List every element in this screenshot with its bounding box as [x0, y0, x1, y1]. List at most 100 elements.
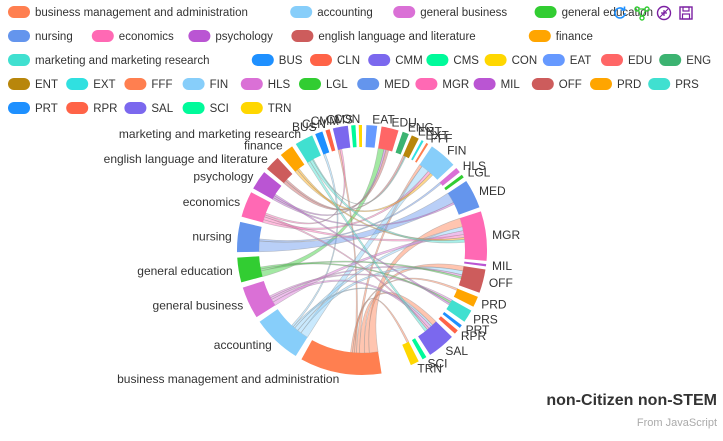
- legend-item-fin[interactable]: FIN: [182, 78, 229, 91]
- arc-cln[interactable]: [325, 129, 336, 152]
- arc-sal[interactable]: [418, 321, 452, 355]
- arc-business-management-and-administration[interactable]: [301, 340, 382, 375]
- legend-label: MIL: [501, 79, 521, 91]
- arc-psychology[interactable]: [253, 172, 282, 200]
- legend-swatch: [66, 102, 89, 114]
- arc-english-language-and-literature[interactable]: [266, 157, 293, 184]
- arc-trn[interactable]: [402, 341, 419, 366]
- legend-item-prs[interactable]: PRS: [648, 78, 699, 91]
- arc-rpr[interactable]: [438, 316, 458, 334]
- legend-item-accounting[interactable]: accounting: [290, 6, 373, 19]
- arc-hls[interactable]: [439, 167, 460, 186]
- legend-item-ent[interactable]: ENT: [8, 78, 58, 91]
- legend-item-sci[interactable]: SCI: [182, 102, 229, 115]
- arc-general-business[interactable]: [242, 280, 276, 318]
- legend-item-english-language-and-literature[interactable]: english language and literature: [291, 30, 476, 43]
- legend-label: marketing and marketing research: [35, 55, 210, 67]
- arc-lgl[interactable]: [444, 174, 464, 191]
- legend-swatch: [124, 102, 147, 114]
- magic-type-icon[interactable]: [655, 4, 673, 22]
- legend-item-psychology[interactable]: psychology: [188, 30, 273, 43]
- arc-fin[interactable]: [419, 146, 454, 180]
- arc-prs[interactable]: [446, 299, 472, 322]
- legend-item-general-education[interactable]: general education: [534, 6, 653, 19]
- arc-edu[interactable]: [378, 126, 399, 152]
- legend-swatch: [182, 102, 205, 114]
- legend-swatch: [393, 6, 416, 18]
- data-view-icon[interactable]: [633, 4, 651, 22]
- arc-label-marketing-and-marketing-research: marketing and marketing research: [119, 127, 301, 141]
- legend-item-mgr[interactable]: MGR: [415, 78, 469, 91]
- legend-item-business-management-and-administration[interactable]: business management and administration: [8, 6, 248, 19]
- legend-item-med[interactable]: MED: [357, 78, 410, 91]
- legend-swatch: [8, 102, 30, 114]
- arc-fff[interactable]: [415, 142, 429, 163]
- legend-item-off[interactable]: OFF: [531, 78, 582, 91]
- refresh-icon[interactable]: [611, 4, 629, 22]
- legend-swatch: [8, 54, 30, 66]
- legend-item-eat[interactable]: EAT: [542, 54, 592, 67]
- arc-ext[interactable]: [411, 140, 424, 161]
- legend-item-lgl[interactable]: LGL: [299, 78, 348, 91]
- arc-label-sal: SAL: [445, 344, 468, 358]
- arc-prt[interactable]: [442, 311, 462, 328]
- legend-item-rpr[interactable]: RPR: [66, 102, 117, 115]
- ribbon-english-language-and-literature-ent[interactable]: [285, 155, 406, 211]
- arc-label-english-language-and-literature: english language and literature: [104, 152, 268, 166]
- arc-economics[interactable]: [241, 192, 271, 223]
- arc-prd[interactable]: [453, 288, 478, 307]
- legend-label: LGL: [326, 79, 348, 91]
- legend-item-cms[interactable]: CMS: [426, 54, 479, 67]
- arc-sci[interactable]: [411, 338, 427, 360]
- arc-label-ext: EXT: [426, 128, 450, 142]
- arc-mgr[interactable]: [459, 211, 487, 261]
- arc-label-eat: EAT: [372, 112, 395, 126]
- legend-label: HLS: [268, 79, 291, 91]
- legend-item-prt[interactable]: PRT: [8, 102, 58, 115]
- arc-con[interactable]: [358, 125, 362, 148]
- ribbon-marketing-and-marketing-research-ent[interactable]: [312, 155, 407, 205]
- legend-item-hls[interactable]: HLS: [240, 78, 291, 91]
- arc-cms[interactable]: [351, 125, 357, 148]
- arc-nursing[interactable]: [237, 221, 262, 253]
- legend-item-bus[interactable]: BUS: [251, 54, 303, 67]
- arc-marketing-and-marketing-research[interactable]: [295, 135, 321, 163]
- legend-item-eng[interactable]: ENG: [659, 54, 711, 67]
- legend-item-cmm[interactable]: CMM: [368, 54, 423, 67]
- arc-med[interactable]: [447, 181, 480, 215]
- legend-item-sal[interactable]: SAL: [124, 102, 174, 115]
- arc-label-prd: PRD: [481, 297, 507, 311]
- legend-item-ext[interactable]: EXT: [66, 78, 116, 91]
- legend-item-fff[interactable]: FFF: [124, 78, 172, 91]
- legend-item-finance[interactable]: finance: [528, 30, 593, 43]
- legend-item-prd[interactable]: PRD: [590, 78, 641, 91]
- arc-bus[interactable]: [315, 131, 330, 155]
- ribbon-business-management-and-administration-cmm[interactable]: [337, 149, 358, 354]
- legend-label: EAT: [570, 55, 592, 67]
- arc-eat[interactable]: [365, 125, 378, 148]
- arc-accounting[interactable]: [259, 309, 308, 357]
- arc-cmm[interactable]: [332, 125, 351, 150]
- legend-label: ENT: [35, 79, 58, 91]
- ribbon-accounting-bus[interactable]: [291, 153, 339, 328]
- ribbon-general-business-prs[interactable]: [269, 273, 453, 303]
- legend-item-economics[interactable]: economics: [91, 30, 174, 43]
- arc-eng[interactable]: [395, 131, 409, 155]
- arc-ent[interactable]: [403, 135, 419, 159]
- legend-swatch: [531, 78, 554, 90]
- ribbon-economics-cmm[interactable]: [264, 148, 346, 225]
- arc-mil[interactable]: [464, 261, 487, 267]
- arc-finance[interactable]: [280, 146, 305, 172]
- legend-item-cln[interactable]: CLN: [310, 54, 360, 67]
- legend-item-edu[interactable]: EDU: [601, 54, 652, 67]
- ribbon-nursing-hls[interactable]: [259, 182, 442, 243]
- legend-item-mil[interactable]: MIL: [473, 78, 521, 91]
- legend-item-nursing[interactable]: nursing: [8, 30, 73, 43]
- legend-item-trn[interactable]: TRN: [240, 102, 292, 115]
- legend-item-marketing-and-marketing-research[interactable]: marketing and marketing research: [8, 54, 210, 67]
- arc-off[interactable]: [458, 266, 486, 293]
- arc-general-education[interactable]: [237, 256, 263, 283]
- legend-item-general-business[interactable]: general business: [393, 6, 507, 19]
- legend-item-con[interactable]: CON: [484, 54, 538, 67]
- save-image-icon[interactable]: [677, 4, 695, 22]
